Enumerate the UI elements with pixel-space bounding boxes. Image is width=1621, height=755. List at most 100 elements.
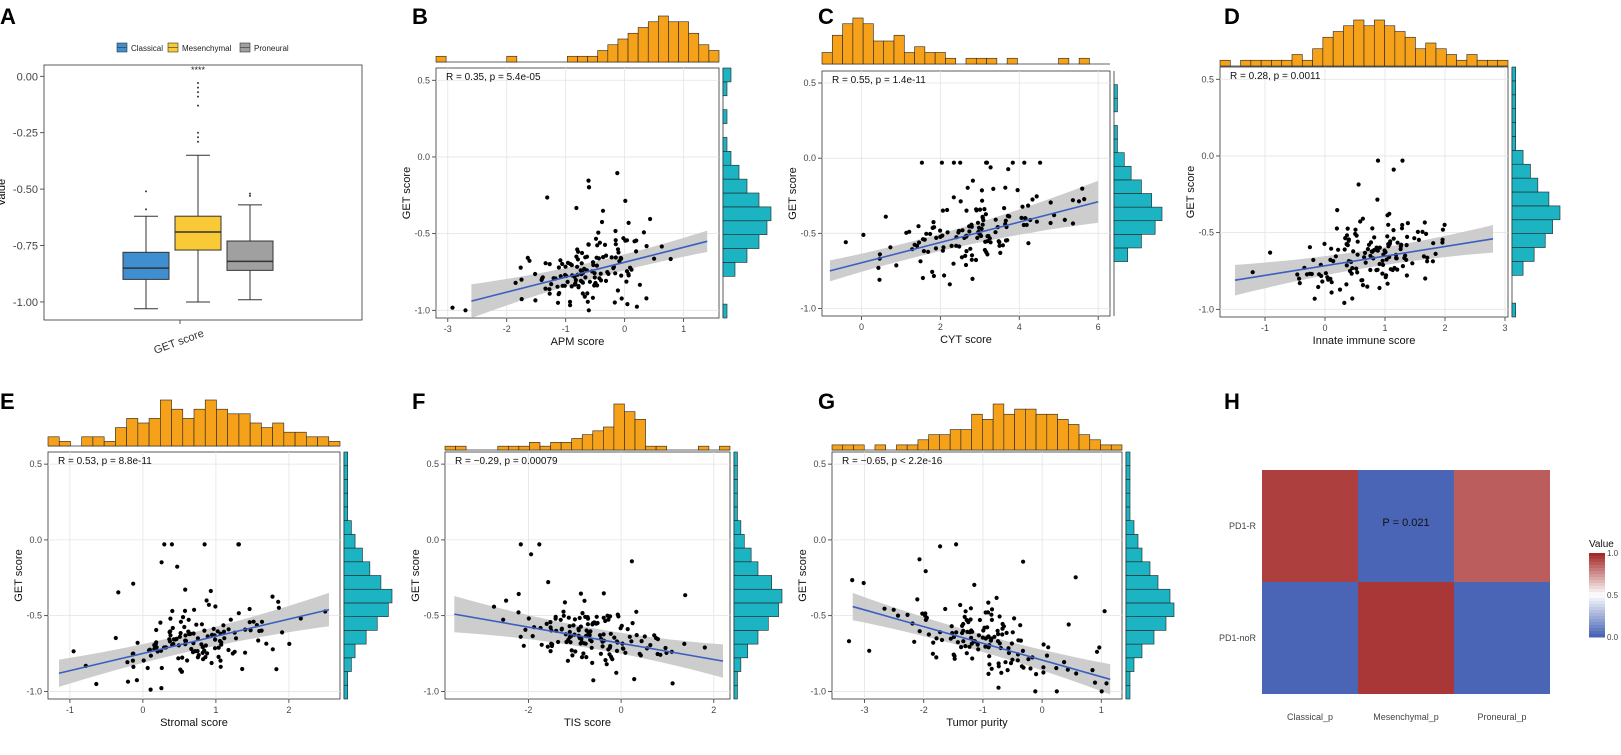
colorbar-segment [1589, 565, 1605, 569]
scatter-point [1354, 266, 1359, 271]
ytick-label: -0.5 [800, 228, 816, 238]
scatter-point [615, 247, 621, 252]
top-histogram-bar [1415, 48, 1427, 67]
heatmap-row-label: PD1-noR [1219, 633, 1257, 643]
scatter-point [1090, 668, 1095, 673]
scatter-point [135, 640, 140, 645]
scatter-point [180, 615, 186, 620]
scatter-point [1080, 186, 1085, 191]
right-histogram-bar [1125, 643, 1143, 659]
scatter-point [998, 250, 1003, 255]
fit-line [852, 605, 1111, 681]
scatter-point [491, 604, 497, 609]
x-axis-label: Tumor purity [946, 717, 1008, 729]
scatter-point [949, 243, 954, 248]
scatter-point [883, 214, 888, 219]
top-histogram-bar [852, 17, 864, 65]
scatter-point [178, 631, 183, 636]
scatter-point [1070, 221, 1076, 226]
scatter-point [930, 225, 935, 230]
scatter-point [615, 612, 620, 617]
ytick-label: -0.5 [423, 611, 439, 621]
scatter-point [974, 208, 979, 213]
scatter-point [605, 270, 610, 275]
top-histogram-bar [914, 46, 926, 65]
top-histogram-bar [678, 21, 689, 63]
scatter-point [969, 253, 975, 258]
scatter-point [199, 622, 204, 627]
scatter-point [450, 305, 455, 310]
top-histogram-bar [1281, 59, 1293, 67]
legend-label-mesenchymal: Mesenchymal [182, 44, 232, 53]
scatter-point [571, 623, 576, 628]
colorbar-segment [1589, 634, 1605, 638]
scatter-point [843, 240, 848, 245]
scatter-point [570, 653, 575, 658]
scatter-point [920, 237, 926, 242]
top-histogram-bar [115, 427, 127, 447]
scatter-point [168, 616, 173, 621]
scatter-point [189, 646, 194, 652]
top-histogram-bar [560, 442, 572, 451]
scatter-point [969, 257, 974, 262]
top-histogram-bar [1456, 59, 1468, 67]
top-histogram-bar [853, 444, 865, 451]
scatter-point [148, 687, 153, 692]
top-histogram-bar [249, 422, 262, 447]
scatter-point [975, 235, 980, 240]
scatter-point [1342, 247, 1347, 252]
scatter-point [933, 246, 939, 251]
scatter-point [976, 647, 981, 652]
scatter-point [939, 160, 945, 165]
scatter-point [589, 639, 594, 644]
right-histogram-bar [343, 534, 356, 549]
scatter-point [170, 625, 175, 631]
top-histogram-bar [103, 441, 116, 447]
scatter-point [569, 648, 574, 653]
scatter-point [256, 638, 261, 643]
top-histogram-bar [934, 52, 946, 65]
scatter-point [639, 639, 644, 644]
scatter-point [963, 609, 968, 614]
scatter-point [582, 266, 587, 271]
scatter-point [125, 660, 130, 665]
scatter-point [632, 677, 637, 682]
panel-a-ytick-label: -1.00 [13, 297, 38, 309]
xtick-label: 0 [1322, 323, 1327, 333]
xtick-label: 0 [1040, 705, 1045, 715]
scatter-point [1026, 657, 1031, 662]
scatter-point [996, 685, 1001, 690]
scatter-point [1062, 217, 1067, 222]
top-histogram-bar [893, 34, 905, 65]
scatter-point [607, 645, 613, 650]
top-histogram-bar [1110, 444, 1123, 451]
scatter-point [1325, 275, 1330, 280]
xtick-label: 4 [1017, 322, 1022, 332]
right-histogram-bar [343, 492, 348, 508]
scatter-point [850, 578, 855, 583]
scatter-point [209, 660, 214, 666]
scatter-point [1334, 226, 1339, 231]
scatter-point [954, 630, 959, 635]
scatter-point [955, 640, 961, 645]
y-axis-label: GET score [1185, 166, 1197, 218]
scatter-point [582, 294, 587, 299]
panel-a: A Classical Mesenchymal Proneural 0.00 -0.2… [0, 4, 363, 357]
scatter-point [565, 658, 571, 663]
scatter-point [614, 670, 619, 675]
scatter-point [202, 628, 207, 633]
scatter-point [592, 275, 597, 280]
scatter-point [1375, 158, 1381, 163]
scatter-point [939, 637, 945, 643]
scatter-point [248, 628, 253, 633]
colorbar-segment [1589, 583, 1605, 587]
ytick-label: 0.0 [813, 535, 826, 545]
scatter-point [1420, 229, 1425, 234]
right-histogram-bar [733, 657, 742, 672]
scatter-point [1391, 236, 1396, 241]
scatter-point [526, 616, 531, 621]
scatter-point [113, 635, 118, 641]
scatter-point [986, 600, 991, 605]
scatter-point [583, 641, 588, 646]
right-histogram-bar [733, 506, 738, 521]
